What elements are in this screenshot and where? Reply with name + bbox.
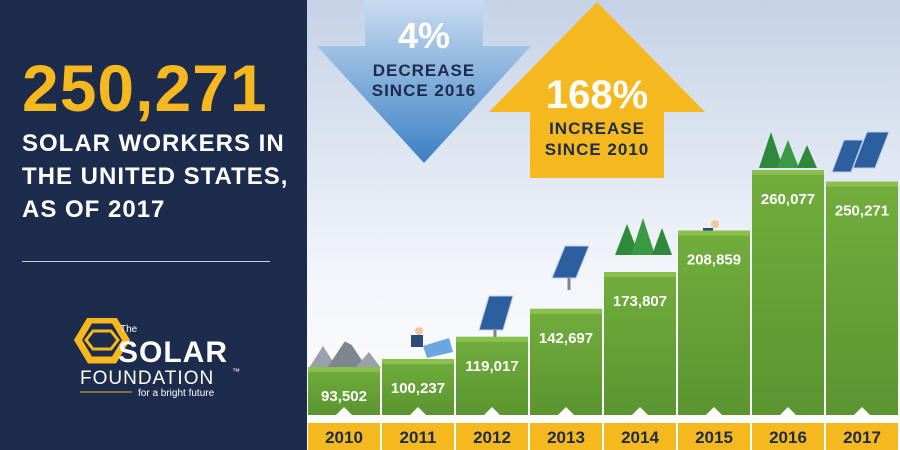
year-label-2013: 2013 <box>547 428 585 447</box>
increase-line-2: SINCE 2010 <box>545 140 650 159</box>
decrease-arrow: 4% DECREASE SINCE 2016 <box>317 0 531 163</box>
bar-2014 <box>604 272 676 415</box>
year-box-2016 <box>752 423 824 450</box>
bar-2013 <box>530 308 602 415</box>
increase-value: 168% <box>546 73 648 117</box>
bar-notch-2010 <box>336 407 352 415</box>
headline-number: 250,271 <box>22 51 268 125</box>
solar-panel-icon <box>478 131 890 340</box>
bar-notch-2014 <box>632 407 648 415</box>
year-box-2010 <box>308 423 380 450</box>
bars-group <box>308 170 898 415</box>
bar-top-2013 <box>530 308 602 314</box>
value-label-2011: 100,237 <box>391 380 445 397</box>
bar-top-2017 <box>826 181 898 187</box>
year-label-2012: 2012 <box>473 428 511 447</box>
year-box-2017 <box>826 423 898 450</box>
value-label-2012: 119,017 <box>465 358 518 375</box>
value-label-2017: 250,271 <box>835 203 889 220</box>
bar-notch-2017 <box>854 407 870 415</box>
year-label-2017: 2017 <box>843 428 881 447</box>
decrease-line-1: DECREASE <box>373 61 475 80</box>
value-label-2010: 93,502 <box>321 388 367 405</box>
bar-notch-2011 <box>410 407 426 415</box>
logo-name: SOLAR <box>118 336 228 369</box>
bar-top-2011 <box>382 359 454 365</box>
bar-top-2010 <box>308 367 380 372</box>
year-label-2016: 2016 <box>769 428 807 447</box>
trees-decoration <box>615 132 817 255</box>
bar-notch-2013 <box>558 407 574 415</box>
year-label-2011: 2011 <box>400 428 437 447</box>
value-labels-group: 93,502 100,237 119,017 142,697 173,807 208,85… <box>321 191 889 405</box>
logo-sub: FOUNDATION <box>80 368 214 389</box>
logo-small-text: The <box>120 324 138 335</box>
headline-line-2: THE UNITED STATES, <box>22 163 289 190</box>
logo-tagline: for a bright future <box>138 388 215 399</box>
bar-notch-2015 <box>706 407 722 415</box>
bar-2011 <box>382 359 454 415</box>
logo-tm: ™ <box>232 367 240 376</box>
bar-top-2014 <box>604 272 676 278</box>
value-label-2014: 173,807 <box>613 293 667 310</box>
bar-chart: 4% DECREASE SINCE 2016 168% INCREASE SIN… <box>307 0 900 450</box>
year-box-2013 <box>530 423 602 450</box>
left-panel: 250,271 SOLAR WORKERS IN THE UNITED STAT… <box>0 0 307 450</box>
value-label-2013: 142,697 <box>539 330 593 347</box>
bar-top-2016 <box>752 170 824 175</box>
value-label-2016: 260,077 <box>761 191 815 208</box>
bar-2012 <box>456 336 528 415</box>
increase-arrow: 168% INCREASE SINCE 2010 <box>489 2 705 178</box>
year-box-2015 <box>678 423 750 450</box>
decrease-line-2: SINCE 2016 <box>372 81 477 100</box>
divider <box>22 261 270 262</box>
bar-top-2015 <box>678 230 750 236</box>
hexagon-icon <box>73 318 131 364</box>
bar-top-2012 <box>456 336 528 342</box>
year-box-2014 <box>604 423 676 450</box>
bar-notch-2016 <box>780 407 796 415</box>
year-box-2012 <box>456 423 528 450</box>
bar-2016 <box>752 170 824 415</box>
year-label-2014: 2014 <box>621 428 659 447</box>
increase-line-1: INCREASE <box>549 119 645 138</box>
year-axis-group: 2010 2011 2012 2013 2014 2015 2016 2017 <box>307 415 900 450</box>
year-label-2010: 2010 <box>325 428 363 447</box>
headline-line-1: SOLAR WORKERS IN <box>22 130 285 157</box>
mountains-decoration <box>309 338 381 368</box>
solar-foundation-logo: The SOLAR FOUNDATION ™ for a bright futu… <box>73 318 240 399</box>
value-label-2015: 208,859 <box>687 252 741 269</box>
axis-divider <box>307 415 900 423</box>
year-box-2011 <box>382 423 454 450</box>
bar-2017 <box>826 181 898 415</box>
bar-2015 <box>678 230 750 415</box>
headline-line-3: AS OF 2017 <box>22 196 166 223</box>
year-label-2015: 2015 <box>695 428 733 447</box>
bar-notch-2012 <box>484 407 500 415</box>
decrease-value: 4% <box>398 15 450 56</box>
chart-area: 4% DECREASE SINCE 2016 168% INCREASE SIN… <box>307 0 900 450</box>
